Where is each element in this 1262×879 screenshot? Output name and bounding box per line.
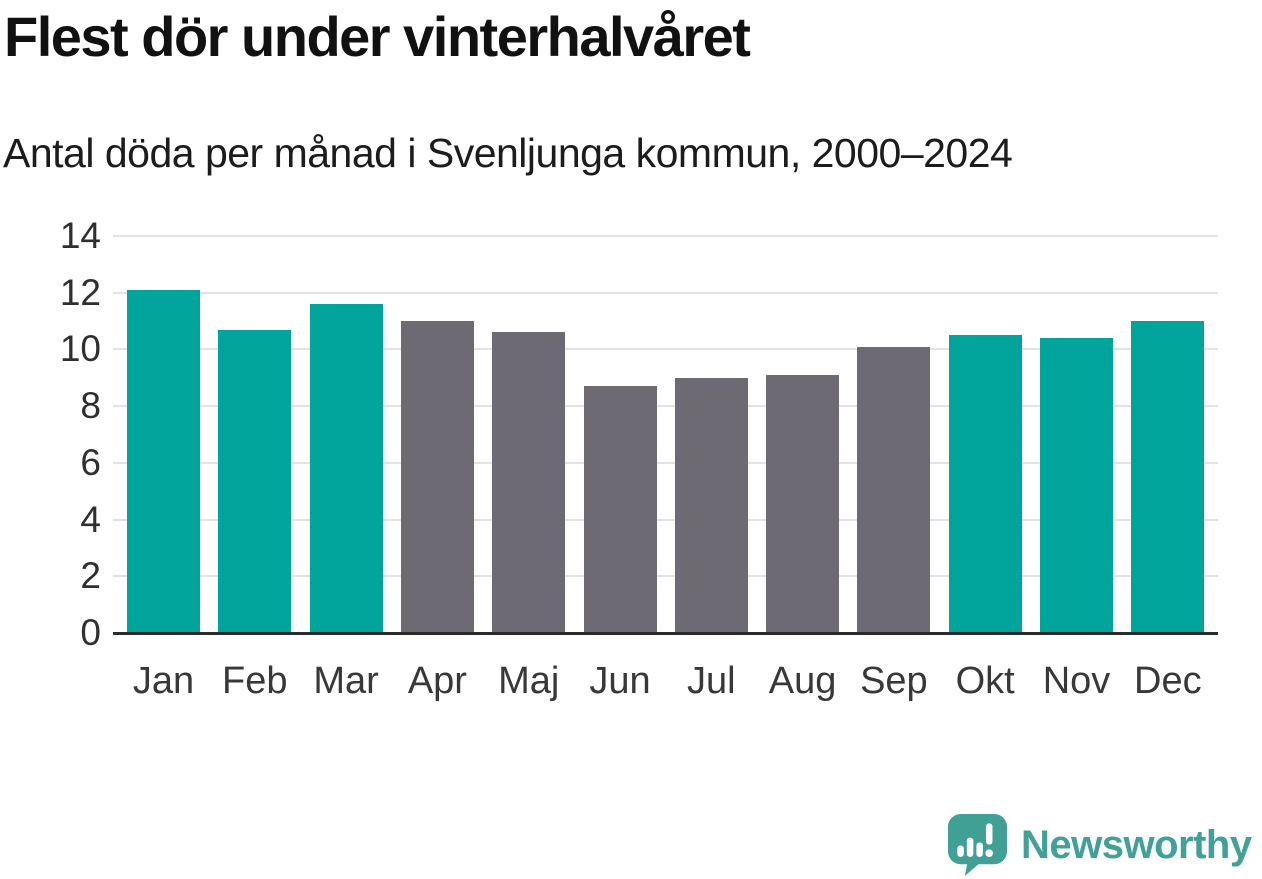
y-tick-label-14: 14 <box>59 215 101 256</box>
y-tick-label-6: 6 <box>80 441 101 483</box>
x-tick-label-nov: Nov <box>1042 660 1111 702</box>
gridline-y2 <box>113 575 1218 578</box>
y-tick-label-10: 10 <box>59 328 101 370</box>
y-tick-label-2: 2 <box>80 555 101 597</box>
y-tick-label-8: 8 <box>80 385 101 427</box>
gridline-y6 <box>113 461 1218 464</box>
brand-name: Newsworthy <box>1021 822 1252 867</box>
chart-title: Flest dör under vinterhalvåret <box>4 5 751 68</box>
x-tick-label-dec: Dec <box>1134 660 1202 702</box>
x-tick-label-jan: Jan <box>132 660 195 702</box>
x-tick-label-aug: Aug <box>768 660 837 702</box>
bar-okt <box>948 335 1022 633</box>
x-tick-label-mar: Mar <box>313 660 379 702</box>
x-axis: Jan Feb Mar Apr Maj Jun Jul Aug Sep Okt Nov Dec <box>113 660 1218 710</box>
bar-feb <box>218 329 292 633</box>
chart-subtitle: Antal döda per månad i Svenljunga kommun… <box>3 130 1013 176</box>
x-tick-label-apr: Apr <box>407 660 467 702</box>
bar-aug <box>766 374 840 633</box>
gridline-y14 <box>113 235 1218 237</box>
y-tick-label-4: 4 <box>80 498 101 540</box>
y-tick-label-12: 12 <box>59 271 101 313</box>
newsworthy-logo-icon <box>947 813 1008 877</box>
x-tick-label-sep: Sep <box>860 660 928 702</box>
bar-jan <box>127 289 200 633</box>
bar-jun <box>583 386 657 633</box>
y-axis: 0 2 4 6 8 10 12 14 <box>0 217 101 652</box>
bar-nov <box>1040 338 1113 633</box>
gridline-y4 <box>113 518 1218 521</box>
bar-sep <box>857 346 931 633</box>
brand-footer: Newsworthy <box>946 813 1252 877</box>
x-tick-label-feb: Feb <box>222 660 288 702</box>
bar-apr <box>400 321 474 633</box>
bar-jul <box>674 377 748 633</box>
x-tick-label-okt: Okt <box>955 660 1015 702</box>
bar-dec <box>1131 321 1205 633</box>
gridline-y12 <box>113 291 1218 294</box>
gridline-y8 <box>113 405 1218 408</box>
y-tick-label-0: 0 <box>80 612 101 653</box>
bar-mar <box>309 304 383 633</box>
gridline-y10 <box>113 348 1218 351</box>
x-tick-label-maj: Maj <box>498 660 560 702</box>
x-tick-label-jul: Jul <box>687 660 736 702</box>
x-axis-line <box>113 632 1218 635</box>
bar-chart-plot-area <box>113 235 1218 635</box>
bar-maj <box>492 332 566 633</box>
x-tick-label-jun: Jun <box>589 660 651 702</box>
